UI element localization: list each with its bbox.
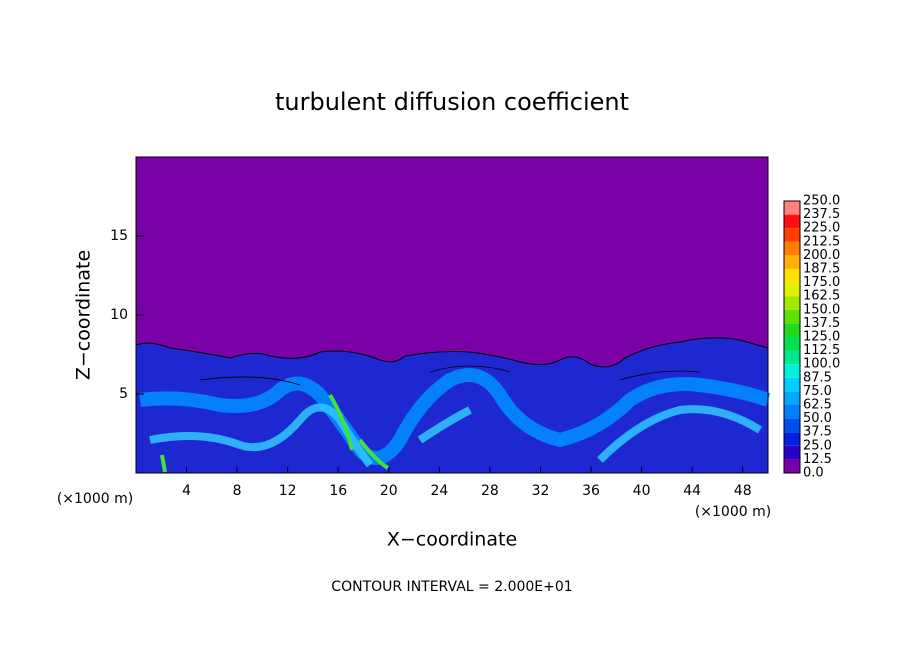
x-unit-label: (×1000 m) — [695, 504, 771, 520]
colorbar-bin — [784, 255, 800, 269]
colorbar-label: 37.5 — [803, 425, 832, 440]
colorbar-label: 75.0 — [803, 384, 832, 399]
x-axis-label: X−coordinate — [387, 529, 517, 551]
x-tick-label: 20 — [380, 483, 398, 499]
y-tick-label: 10 — [110, 307, 128, 323]
colorbar-label: 87.5 — [803, 370, 832, 385]
colorbar-frame — [783, 200, 801, 474]
annotation: CONTOUR INTERVAL = 2.000E+01 — [331, 579, 572, 595]
x-tick-label: 12 — [279, 483, 297, 499]
colorbar-bin — [784, 459, 800, 473]
colorbar-bin — [784, 228, 800, 242]
x-tick-label: 28 — [481, 483, 499, 499]
colorbar-bin — [784, 214, 800, 229]
chart-title: turbulent diffusion coefficient — [275, 88, 629, 116]
colorbar-bin — [784, 405, 800, 419]
colorbar-bin — [784, 432, 800, 446]
colorbar-bin — [784, 337, 800, 351]
colorbar-label: 250.0 — [803, 194, 840, 209]
colorbar-label: 112.5 — [803, 343, 840, 358]
colorbar-label: 237.5 — [803, 207, 840, 222]
field-peak — [160, 393, 390, 473]
colorbar-label: 0.0 — [803, 466, 824, 481]
x-tick-label: 16 — [329, 483, 347, 499]
colorbar-bin — [784, 391, 800, 405]
colorbar-label: 50.0 — [803, 411, 832, 426]
colorbar-bin — [784, 323, 800, 337]
colorbar-label: 150.0 — [803, 302, 840, 317]
colorbar-label: 12.5 — [803, 452, 832, 467]
colorbar-label: 100.0 — [803, 357, 840, 372]
x-tick-label: 32 — [532, 483, 550, 499]
x-tick-label: 24 — [430, 483, 448, 499]
colorbar-label: 62.5 — [803, 398, 832, 413]
x-tick-label: 4 — [182, 483, 191, 499]
x-tick-label: 40 — [633, 483, 651, 499]
y-axis-label: Z−coordinate — [73, 250, 95, 380]
x-tick-label: 36 — [582, 483, 600, 499]
colorbar-label: 162.5 — [803, 289, 840, 304]
x-unit-label: (×1000 m) — [57, 491, 133, 507]
y-tick-label: 5 — [119, 386, 128, 402]
colorbar-label: 137.5 — [803, 316, 840, 331]
y-tick-label: 15 — [110, 228, 128, 244]
x-tick-label: 44 — [683, 483, 701, 499]
colorbar-bin — [784, 269, 800, 283]
colorbar-bin — [784, 364, 800, 378]
colorbar-bin — [784, 282, 800, 297]
colorbar-bin — [784, 350, 800, 365]
colorbar-bin — [784, 241, 800, 256]
x-tick-label: 8 — [233, 483, 242, 499]
colorbar-label: 25.0 — [803, 438, 832, 453]
field-contour — [199, 365, 701, 386]
colorbar-label: 225.0 — [803, 221, 840, 236]
colorbar-bin — [784, 445, 800, 460]
colorbar-bin — [784, 418, 800, 433]
field-turbulent-layer — [135, 337, 769, 474]
colorbar-bin — [784, 201, 800, 215]
colorbar-label: 200.0 — [803, 248, 840, 263]
colorbar-label: 187.5 — [803, 262, 840, 277]
colorbar-label: 125.0 — [803, 330, 840, 345]
field-swirl — [139, 368, 771, 465]
colorbar-bin — [784, 377, 800, 392]
colorbar-label: 212.5 — [803, 234, 840, 249]
field — [135, 157, 771, 474]
colorbar-bin — [784, 309, 800, 324]
colorbar-label: 175.0 — [803, 275, 840, 290]
x-tick-label: 48 — [734, 483, 752, 499]
colorbar-bin — [784, 296, 800, 310]
